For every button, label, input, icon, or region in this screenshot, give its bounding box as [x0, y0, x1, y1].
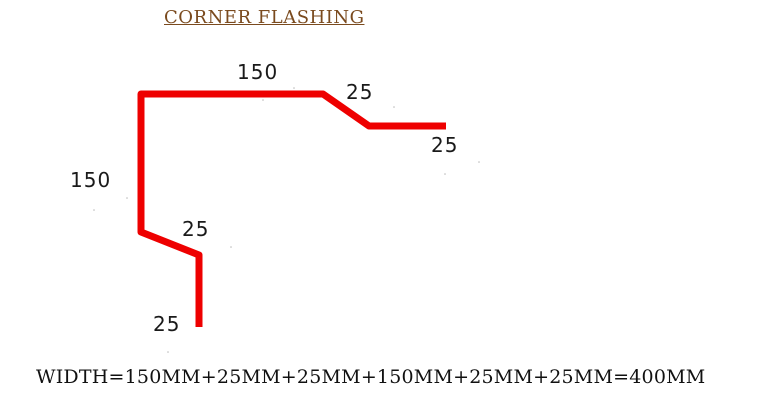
dimension-top-end: 25	[431, 133, 459, 157]
width-formula: WIDTH=150MM+25MM+25MM+150MM+25MM+25MM=40…	[36, 366, 706, 388]
dimension-top-long: 150	[237, 60, 279, 84]
dimension-bottom-slope: 25	[182, 217, 210, 241]
diagram-title: CORNER FLASHING	[164, 7, 365, 28]
dimension-top-slope: 25	[346, 80, 374, 104]
drawing-speckles	[93, 87, 480, 353]
dimension-bottom-end: 25	[153, 312, 181, 336]
dimension-left-long: 150	[70, 168, 112, 192]
flashing-profile-line	[137, 90, 446, 327]
